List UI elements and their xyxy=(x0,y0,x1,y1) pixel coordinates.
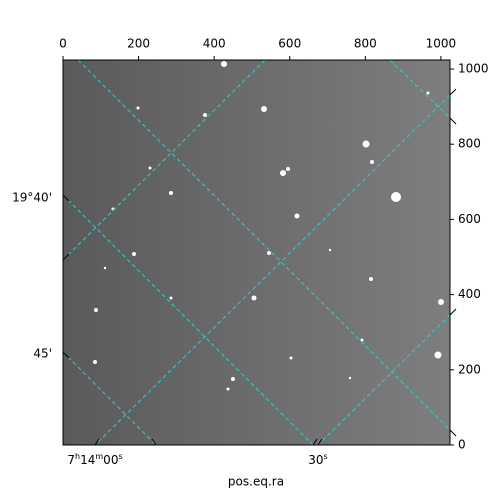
ra-tick-label: 7h14m00s xyxy=(67,452,122,467)
y-tick-label: 0 xyxy=(458,438,466,452)
y-tick-label: 1000 xyxy=(458,62,489,76)
x-tick-label: 400 xyxy=(203,37,226,51)
x-tick-label: 200 xyxy=(127,37,150,51)
dec-tick-label: 19°40' xyxy=(12,191,52,205)
y-tick-label: 400 xyxy=(458,287,481,301)
ra-tick-label: 30s xyxy=(308,452,327,467)
y-tick-label: 800 xyxy=(458,137,481,151)
world-ticks xyxy=(62,88,457,446)
y-tick-label: 200 xyxy=(458,362,481,376)
stars xyxy=(93,61,444,391)
frame xyxy=(62,59,451,446)
x-axis-label: pos.eq.ra xyxy=(228,475,284,489)
x-tick-label: 600 xyxy=(278,37,301,51)
y-tick-label: 600 xyxy=(458,212,481,226)
x-tick-label: 0 xyxy=(59,37,67,51)
dec-tick-label: 45' xyxy=(33,347,52,361)
world-grid xyxy=(63,60,450,445)
x-tick-label: 800 xyxy=(354,37,377,51)
sky-image xyxy=(63,60,450,445)
x-tick-label: 1000 xyxy=(426,37,457,51)
